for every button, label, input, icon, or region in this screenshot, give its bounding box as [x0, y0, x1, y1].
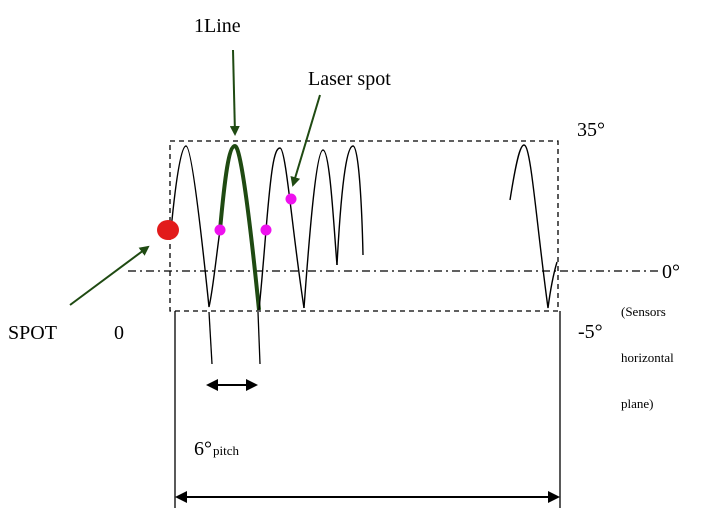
scan-wave-5 [336, 145, 364, 266]
scan-wave-1 [170, 145, 221, 308]
spot-label: SPOT [8, 322, 57, 344]
zero-angle-label: 0° [662, 261, 680, 283]
pitch-word: pitch [213, 443, 239, 458]
laser-spot-dot-1 [214, 224, 226, 236]
sensors-label-line-2: horizontal [621, 350, 674, 365]
laser-spot-dot-2 [260, 224, 272, 236]
spot-index-label: 0 [114, 322, 124, 344]
spot-pointer-arrow [69, 245, 150, 306]
pitch-tick-left [208, 311, 213, 365]
scan-wave-4 [303, 149, 338, 309]
pitch-degree: 6° [194, 438, 212, 460]
scan-wave-3 [258, 147, 305, 311]
sensors-label-line-1: (Sensors [621, 304, 666, 319]
sensors-label-line-3: plane) [621, 396, 653, 411]
laser-spot-label: Laser spot [308, 68, 391, 90]
one-line-label: 1Line [194, 15, 241, 37]
scan-wave-1line-highlight [218, 143, 261, 311]
one-line-pointer-arrow [229, 49, 240, 136]
laser-spot-dot-3 [285, 193, 297, 205]
top-angle-label: 35° [577, 119, 605, 141]
bottom-angle-label: -5° [578, 321, 603, 343]
laser-spot-pointer-arrow [290, 94, 321, 187]
pitch-label: 6°pitch [194, 438, 239, 460]
start-spot-dot [157, 220, 179, 240]
scan-wave-end [509, 144, 558, 309]
pitch-tick-right [257, 311, 261, 365]
